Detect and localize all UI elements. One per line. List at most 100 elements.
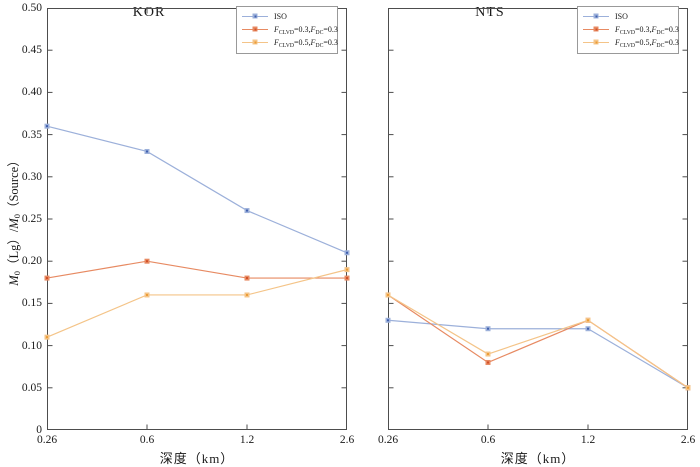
legend-kor: ISO FCLVD=0.3,FDC=0.3 FCLVD=0.5,FDC=0.3: [236, 6, 338, 54]
data-point-marker-core: [146, 150, 148, 153]
data-point-marker-core: [46, 277, 48, 280]
panel-nts: NTS 0.26 0.6 1.2 2.6 深度（km） ISO FCLVD=0.3,FD…: [378, 5, 695, 466]
legend-label: FCLVD=0.3,FDC=0.3: [274, 25, 338, 36]
label-part: CLVD: [278, 42, 295, 49]
legend-marker: [252, 26, 258, 32]
data-point-marker-core: [487, 327, 489, 330]
y-tick-label: 0.15: [21, 297, 42, 310]
plot-box: [388, 8, 688, 430]
label-part: =0.3: [664, 38, 679, 47]
label-part: =0.3: [323, 25, 338, 34]
y-tick-label: 0.35: [21, 128, 42, 141]
legend-nts: ISO FCLVD=0.3,FDC=0.3 FCLVD=0.5,FDC=0.3: [577, 6, 679, 54]
label-part: CLVD: [619, 42, 636, 49]
label-part: ISO: [615, 12, 628, 21]
legend-marker: [593, 13, 599, 19]
label-part: （Source）: [7, 154, 21, 215]
y-tick-label: 0.05: [21, 381, 42, 394]
y-tick-label: 0: [36, 424, 42, 436]
data-point-marker-core: [246, 277, 248, 280]
legend-label: ISO: [615, 12, 628, 21]
data-point-marker-core: [246, 293, 248, 296]
label-part: F: [274, 38, 279, 47]
x-axis-label-kor: 深度（km）: [159, 451, 235, 466]
x-tick-label: 0.26: [377, 434, 399, 446]
label-part: =0.3: [664, 25, 679, 34]
label-part: F: [274, 25, 279, 34]
label-part: F: [615, 38, 620, 47]
series-line: [46, 125, 348, 254]
legend-marker-core: [254, 15, 256, 18]
label-part: =0.3,: [635, 25, 652, 34]
legend-entry: FCLVD=0.5,FDC=0.3: [583, 36, 679, 49]
x-tick-label: 2.6: [680, 434, 696, 446]
legend-entry: FCLVD=0.3,FDC=0.3: [583, 23, 679, 36]
x-tick-label: 0.26: [36, 434, 58, 446]
x-tick-label: 0.6: [139, 434, 155, 446]
y-tick-label: 0.20: [21, 255, 42, 268]
data-point-marker-core: [346, 277, 348, 280]
legend-entry: ISO: [583, 10, 673, 23]
data-point-marker-core: [587, 319, 589, 322]
label-part: DC: [656, 42, 665, 49]
legend-entry: ISO: [242, 10, 332, 23]
x-tick-label: 1.2: [580, 434, 596, 446]
series-line: [46, 260, 347, 279]
legend-line-sample: [242, 13, 268, 19]
legend-line-sample: [242, 26, 268, 32]
y-tick-label: 0.50: [21, 2, 42, 14]
label-part: =0.5,: [294, 38, 311, 47]
data-point-marker-core: [587, 327, 589, 330]
label-part: 0: [12, 271, 22, 276]
legend-marker: [593, 39, 599, 45]
data-point-marker-core: [46, 336, 48, 339]
x-tick-label: 0.6: [480, 434, 496, 446]
label-part: F: [615, 25, 620, 34]
legend-line-sample: [583, 26, 609, 32]
label-part: DC: [656, 29, 665, 36]
legend-marker: [593, 26, 599, 32]
legend-marker: [252, 39, 258, 45]
label-part: F: [651, 25, 657, 34]
x-axis-label-nts: 深度（km）: [500, 451, 576, 466]
legend-label: FCLVD=0.3,FDC=0.3: [615, 25, 679, 36]
legend-marker-core: [254, 41, 256, 44]
data-point-marker-core: [146, 293, 148, 296]
legend-line-sample: [242, 39, 268, 45]
series-line: [46, 269, 348, 338]
legend-marker-core: [254, 28, 256, 31]
data-point-marker-core: [387, 319, 389, 322]
y-tick-label: 0.45: [21, 44, 42, 57]
label-part: M: [7, 275, 21, 286]
series-line: [387, 294, 689, 389]
legend-label: FCLVD=0.5,FDC=0.3: [615, 38, 679, 49]
plot-box: [47, 8, 347, 430]
series-line: [387, 319, 689, 389]
data-point-marker-core: [346, 251, 348, 254]
label-part: DC: [315, 29, 324, 36]
legend-marker-core: [595, 28, 597, 31]
x-tick-label: 1.2: [239, 434, 255, 446]
label-part: F: [310, 25, 316, 34]
label-part: CLVD: [278, 29, 295, 36]
label-part: F: [651, 38, 657, 47]
legend-marker-core: [595, 41, 597, 44]
y-tick-label: 0.40: [21, 86, 42, 99]
data-point-marker-core: [146, 260, 148, 263]
legend-line-sample: [583, 39, 609, 45]
data-point-marker-core: [346, 268, 348, 271]
series-line: [387, 294, 689, 389]
label-part: CLVD: [619, 29, 636, 36]
legend-label: FCLVD=0.5,FDC=0.3: [274, 38, 338, 49]
data-point-marker-core: [487, 353, 489, 356]
label-part: ISO: [274, 12, 287, 21]
y-tick-label: 0.10: [21, 339, 42, 352]
data-point-marker-core: [487, 361, 489, 364]
data-point-marker-core: [46, 125, 48, 128]
label-part: =0.3,: [294, 25, 311, 34]
nts-plot-area: [385, 8, 691, 430]
x-tick-label: 2.6: [339, 434, 355, 446]
legend-marker: [252, 13, 258, 19]
label-part: F: [310, 38, 316, 47]
